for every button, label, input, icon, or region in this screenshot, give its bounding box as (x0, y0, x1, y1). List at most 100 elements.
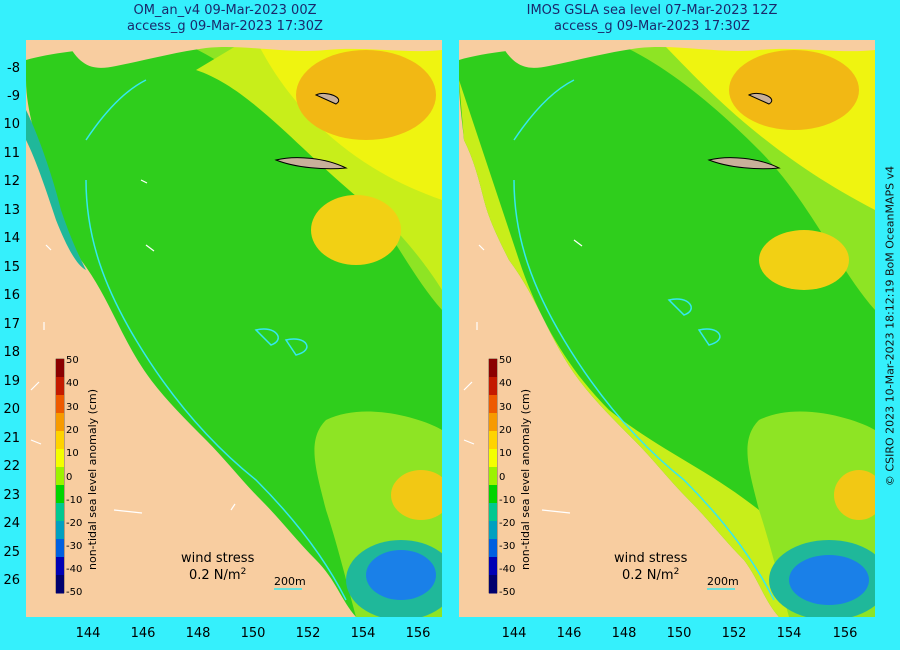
orange-zone-south (391, 470, 442, 520)
lat-tick: 24 (3, 516, 20, 531)
colorbar-tick: 40 (66, 378, 79, 389)
colorbar-tick: -20 (499, 518, 515, 529)
lat-tick: 25 (3, 545, 20, 560)
lat-tick: 11 (3, 146, 20, 161)
new-guinea-land (66, 40, 442, 68)
island (274, 157, 348, 170)
left-panel-title: OM_an_v4 09-Mar-2023 00Z access_g 09-Mar… (5, 3, 445, 35)
colorbar-segment (489, 359, 497, 378)
colorbar-segment (56, 449, 64, 468)
colorbar-label: non-tidal sea level anomaly (cm) (86, 389, 99, 570)
reef-outline (254, 328, 308, 356)
lat-tick: 26 (3, 573, 20, 588)
lon-tick: 156 (405, 626, 431, 641)
colorbar-tick: 0 (499, 472, 505, 483)
lat-tick: 23 (3, 488, 20, 503)
lat-tick: 18 (3, 345, 20, 360)
lon-tick: 152 (721, 626, 747, 641)
colorbar-segment (489, 431, 497, 450)
colorbar-tick: 50 (66, 355, 79, 366)
colorbar-segment (489, 485, 497, 504)
colorbar (488, 358, 498, 594)
left-map-panel[interactable]: 50 40 30 20 10 0 -10 -20 -30 -40 -50 non… (26, 40, 442, 617)
colorbar-tick: 50 (499, 355, 512, 366)
island (747, 92, 772, 105)
reef-outline (85, 79, 347, 601)
colorbar-segment (489, 467, 497, 486)
lat-tick: 16 (3, 288, 20, 303)
wind-stress-label: wind stress (614, 551, 688, 566)
colorbar-tick: 10 (499, 448, 512, 459)
colorbar-segment (489, 539, 497, 558)
colorbar-segment (56, 377, 64, 396)
orange-zone-mid (759, 230, 849, 290)
colorbar-segment (489, 503, 497, 522)
scale-bar-label: 200m (707, 575, 739, 588)
colorbar-tick: -50 (499, 587, 515, 598)
orange-zone-south (834, 470, 875, 520)
wind-stress-value: 0.2 N/m2 (189, 567, 246, 583)
island (707, 157, 781, 170)
left-title-line2: access_g 09-Mar-2023 17:30Z (127, 19, 323, 34)
latitude-axis: -8 -9 10 11 12 13 14 15 16 17 18 19 20 2… (0, 0, 24, 650)
right-panel-title: IMOS GSLA sea level 07-Mar-2023 12Z acce… (432, 3, 872, 35)
island (314, 92, 339, 105)
lat-tick: 12 (3, 174, 20, 189)
colorbar-tick: -40 (499, 564, 515, 575)
colorbar-segment (56, 503, 64, 522)
lon-tick: 148 (611, 626, 637, 641)
colorbar-segment (489, 413, 497, 432)
orange-zone-mid (311, 195, 401, 265)
colorbar-segment (56, 395, 64, 414)
colorbar-tick: -10 (66, 495, 82, 506)
colorbar-segment (56, 359, 64, 378)
colorbar-tick: -30 (66, 541, 82, 552)
colorbar-tick: -20 (66, 518, 82, 529)
colorbar (55, 358, 65, 594)
colorbar-segment (489, 557, 497, 576)
colorbar-segment (56, 467, 64, 486)
orange-zone-north (729, 50, 859, 130)
colorbar-segment (56, 575, 64, 594)
wind-stress-label: wind stress (181, 551, 255, 566)
lon-tick: 148 (185, 626, 211, 641)
blue-zone-south (366, 550, 436, 600)
lon-tick: 146 (130, 626, 156, 641)
wind-stress-value: 0.2 N/m2 (622, 567, 679, 583)
lat-tick: -8 (7, 61, 20, 76)
lon-tick: 144 (501, 626, 527, 641)
colorbar-tick: 20 (499, 425, 512, 436)
right-title-line2: access_g 09-Mar-2023 17:30Z (554, 19, 750, 34)
colorbar-tick: 30 (66, 402, 79, 413)
lat-tick: 17 (3, 317, 20, 332)
colorbar-segment (56, 557, 64, 576)
colorbar-segment (56, 413, 64, 432)
colorbar-tick: 30 (499, 402, 512, 413)
lat-tick: 14 (3, 231, 20, 246)
lat-tick: 13 (3, 203, 20, 218)
colorbar-tick: -50 (66, 587, 82, 598)
colorbar-tick: 10 (66, 448, 79, 459)
colorbar-segment (489, 377, 497, 396)
lon-tick: 154 (776, 626, 802, 641)
wind-arrows (30, 179, 236, 514)
colorbar-segment (56, 539, 64, 558)
lat-tick: 15 (3, 260, 20, 275)
lon-tick: 144 (75, 626, 101, 641)
colorbar-ticks: 50 40 30 20 10 0 -10 -20 -30 -40 -50 (499, 355, 515, 598)
reef-outline (513, 79, 775, 601)
lon-tick: 154 (350, 626, 376, 641)
lat-tick: 10 (3, 117, 20, 132)
colorbar-tick: 40 (499, 378, 512, 389)
lon-tick: 156 (832, 626, 858, 641)
wind-arrows (463, 239, 583, 514)
right-map-panel[interactable]: 50 40 30 20 10 0 -10 -20 -30 -40 -50 non… (459, 40, 875, 617)
lon-tick: 146 (556, 626, 582, 641)
lat-tick: 19 (3, 374, 20, 389)
coastal-yellow-zone (459, 80, 799, 617)
colorbar-segment (489, 575, 497, 594)
colorbar-tick: -10 (499, 495, 515, 506)
lat-tick: 22 (3, 459, 20, 474)
coastal-teal-zone (26, 110, 86, 270)
colorbar-segment (56, 485, 64, 504)
